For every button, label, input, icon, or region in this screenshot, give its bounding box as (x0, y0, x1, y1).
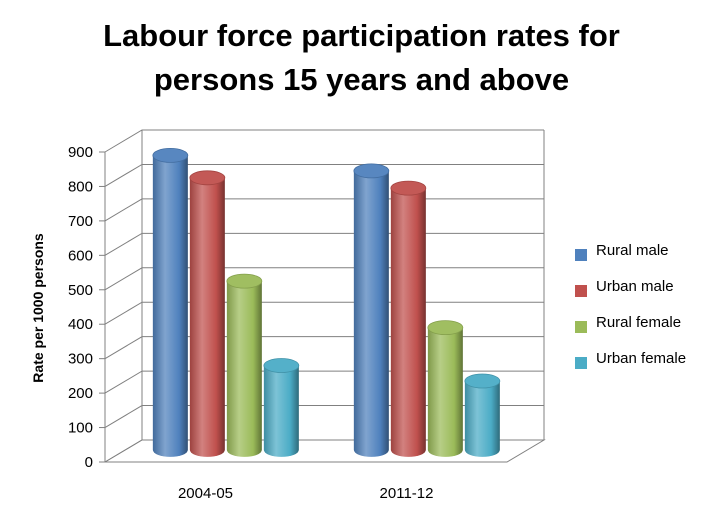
y-tick-label: 700 (68, 213, 93, 230)
legend-label: Rural male (596, 242, 669, 259)
y-tick-label: 100 (68, 420, 93, 437)
y-tick-label: 600 (68, 247, 93, 264)
x-tick-label: 2011-12 (380, 485, 434, 502)
y-axis: 0 100 200 300 400 500 600 700 800 900 (68, 144, 105, 471)
legend-swatch (575, 285, 587, 297)
bar (263, 358, 300, 457)
bar (353, 163, 390, 457)
bar (464, 373, 501, 457)
gridline (104, 163, 544, 187)
bar (226, 273, 263, 457)
x-tick-label: 2004-05 (178, 485, 233, 502)
legend-swatch (575, 321, 587, 333)
x-axis-labels: 2004-05 2011-12 (178, 485, 434, 502)
y-axis-title: Rate per 1000 persons (30, 233, 46, 383)
legend-label: Rural female (596, 314, 682, 331)
legend-label: Urban male (596, 278, 674, 295)
legend-swatch (575, 357, 587, 369)
legend-swatch (575, 249, 587, 261)
gridline (104, 129, 544, 153)
chart-title: Labour force participation rates for per… (0, 14, 723, 102)
y-tick-label: 400 (68, 316, 93, 333)
y-tick-label: 500 (68, 282, 93, 299)
chart-title-line-2: persons 15 years and above (153, 62, 570, 97)
y-tick-label: 800 (68, 178, 93, 195)
bar (189, 170, 226, 457)
y-tick-label: 900 (68, 144, 93, 161)
bar (390, 180, 427, 457)
bars (152, 147, 501, 457)
y-tick-label: 0 (85, 454, 93, 471)
chart-title-line-1: Labour force participation rates for (103, 18, 620, 53)
bar (427, 320, 464, 457)
y-tick-label: 200 (68, 385, 93, 402)
bar (152, 147, 189, 457)
y-tick-label: 300 (68, 351, 93, 368)
legend-label: Urban female (596, 350, 687, 367)
